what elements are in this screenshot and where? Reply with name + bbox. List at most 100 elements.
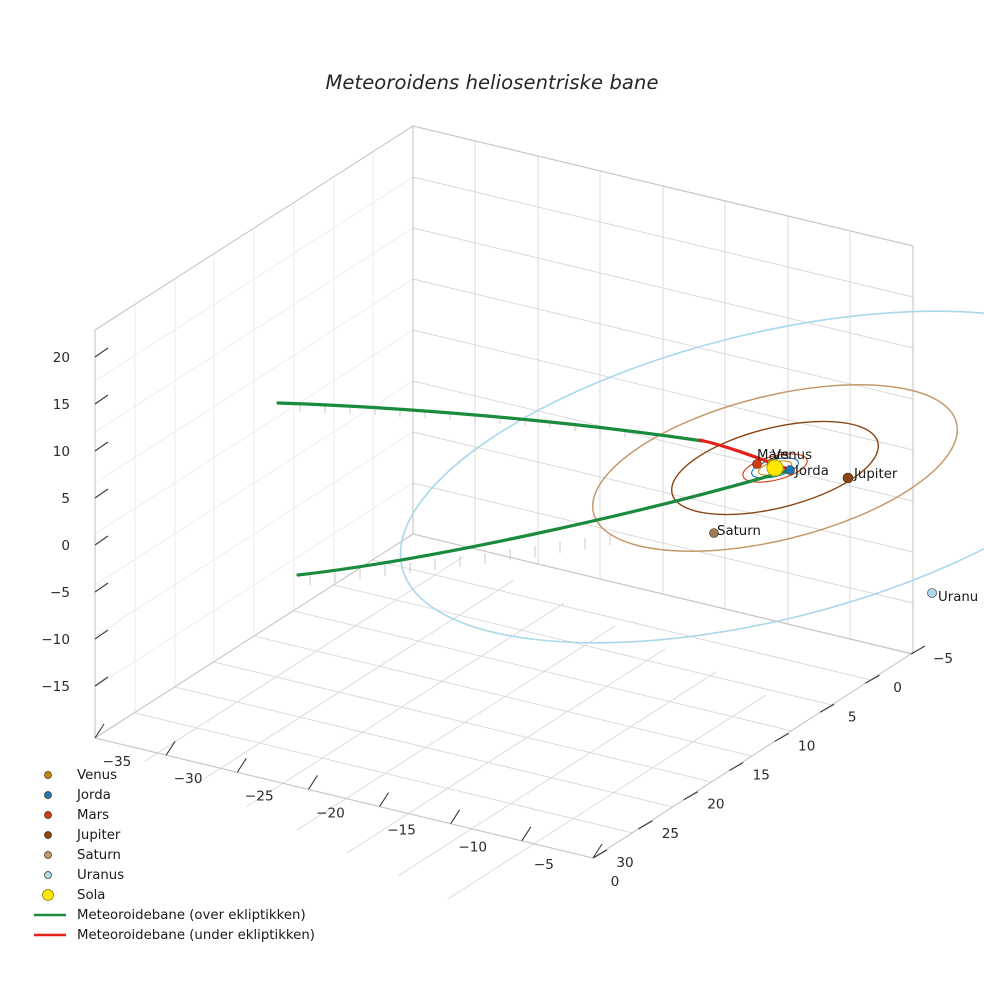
meteoroid-path-above-ecliptic-outgoing — [296, 468, 792, 577]
pane-edges — [94, 125, 914, 859]
y-tick-label-1: 0 — [893, 680, 902, 696]
Jupiter-orbit — [670, 420, 880, 516]
body-jorda: Jorda — [785, 464, 829, 479]
z-tick-label-4: 0 — [61, 538, 70, 554]
legend-marker-uranus-icon — [44, 871, 52, 879]
y-tick-7 — [592, 849, 608, 859]
legend-marker-jupiter-icon — [44, 831, 52, 839]
y-tick-label-3: 10 — [798, 738, 815, 754]
x-tick-3 — [307, 775, 318, 790]
legend-label-venus: Venus — [77, 768, 117, 783]
z-tick-label-6: −10 — [41, 632, 70, 648]
legend-label-jupiter: Jupiter — [76, 828, 121, 843]
legend-item-meteoroid-below-ecliptic[interactable]: Meteoroidebane (under ekliptikken) — [34, 928, 315, 943]
legend-item-sola[interactable]: Sola — [42, 888, 106, 903]
y-tick-label-5: 20 — [707, 797, 724, 813]
y-tick-label-4: 15 — [753, 768, 770, 784]
body-jupiter: Jupiter — [842, 467, 898, 484]
y-tick-5 — [683, 791, 699, 801]
legend-marker-venus-icon — [44, 771, 52, 779]
x-tick-4 — [379, 792, 390, 807]
x-tick-label-4: −15 — [387, 823, 416, 839]
marker-jorda — [785, 465, 795, 475]
z-tick-label-7: −15 — [41, 679, 70, 695]
marker-saturn — [709, 528, 719, 538]
grid-floor-pane — [94, 533, 912, 900]
page-title: Meteoroidens heliosentriske bane — [325, 71, 659, 94]
legend-item-jupiter[interactable]: Jupiter — [44, 828, 121, 843]
y-tick-4 — [729, 762, 744, 772]
z-tick-label-2: 10 — [53, 444, 70, 460]
y-axis-tick-labels: −5 0 5 10 15 20 25 30 — [616, 651, 953, 871]
legend-marker-sola-icon — [42, 889, 54, 901]
label-uranus: Uranu — [938, 590, 978, 605]
legend-item-uranus[interactable]: Uranus — [44, 868, 125, 883]
legend-label-meteoroid-above-ecliptic: Meteoroidebane (over ekliptikken) — [77, 908, 306, 923]
z-tick-label-0: 20 — [53, 350, 70, 366]
x-tick-label-6: −5 — [534, 857, 554, 873]
y-tick-0 — [910, 645, 926, 655]
body-uranus: Uranu — [927, 588, 978, 605]
x-tick-label-1: −30 — [174, 771, 203, 787]
marker-sola — [766, 459, 784, 477]
body-mars: Mars — [752, 448, 789, 469]
y-tick-label-6: 25 — [662, 826, 679, 842]
x-tick-0 — [94, 723, 105, 739]
legend-marker-mars-icon — [44, 811, 52, 819]
z-tick-label-1: 15 — [53, 397, 70, 413]
legend-item-jorda[interactable]: Jorda — [44, 788, 111, 803]
z-tick-label-3: 5 — [61, 491, 70, 507]
z-tick-1 — [94, 394, 109, 405]
y-tick-1 — [865, 674, 880, 684]
label-saturn: Saturn — [717, 524, 761, 539]
x-tick-6 — [521, 826, 532, 842]
x-tick-1 — [165, 740, 176, 756]
legend-item-mars[interactable]: Mars — [44, 808, 110, 823]
label-mars: Mars — [757, 448, 789, 463]
body-sola — [766, 459, 784, 477]
z-tick-7 — [94, 676, 109, 687]
x-tick-2 — [236, 757, 247, 773]
label-jupiter: Jupiter — [853, 467, 898, 482]
legend-label-mars: Mars — [77, 808, 109, 823]
x-tick-label-2: −25 — [245, 788, 274, 804]
marker-jupiter — [842, 472, 854, 484]
planet-orbits — [399, 310, 984, 644]
y-tick-label-2: 5 — [848, 709, 857, 725]
z-tick-3 — [94, 488, 109, 499]
label-jorda: Jorda — [794, 464, 829, 479]
Saturn-orbit — [591, 384, 959, 552]
Uranus-orbit — [399, 310, 984, 644]
legend-label-saturn: Saturn — [77, 848, 121, 863]
grid-right-back-pane — [412, 125, 914, 655]
y-tick-2 — [819, 703, 835, 713]
legend-label-uranus: Uranus — [77, 868, 124, 883]
label-venus: Venus — [772, 448, 812, 463]
axis-tickmarks — [94, 347, 926, 859]
y-tick-6 — [638, 820, 653, 830]
z-tick-label-5: −5 — [50, 585, 70, 601]
Mars-orbit — [742, 453, 808, 483]
legend-marker-jorda-icon — [44, 791, 52, 799]
z-tick-2 — [94, 441, 109, 452]
y-tick-label-7: 30 — [616, 855, 633, 871]
legend: Venus Jorda Mars Jupiter Saturn Uranus Sola Met… — [34, 768, 315, 943]
y-tick-label-0: −5 — [933, 651, 953, 667]
x-tick-5 — [450, 809, 461, 825]
z-axis-tick-labels: 20 15 10 5 0 −5 −10 −15 — [41, 350, 70, 695]
y-tick-3 — [774, 732, 789, 742]
z-tick-6 — [94, 629, 109, 640]
legend-item-saturn[interactable]: Saturn — [44, 848, 121, 863]
legend-item-meteoroid-above-ecliptic[interactable]: Meteoroidebane (over ekliptikken) — [34, 908, 306, 923]
grid-back-pane — [94, 125, 414, 739]
x-tick-label-0: −35 — [103, 754, 132, 770]
z-tick-4 — [94, 535, 109, 546]
meteoroid-path-above-ecliptic-incoming — [276, 401, 705, 443]
x-tick-label-5: −10 — [458, 840, 487, 856]
x-axis-tick-labels: −35 −30 −25 −20 −15 −10 −5 0 — [103, 754, 620, 890]
body-saturn: Saturn — [709, 524, 761, 539]
legend-item-venus[interactable]: Venus — [44, 768, 118, 783]
